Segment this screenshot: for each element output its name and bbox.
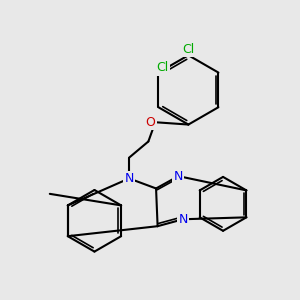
Text: N: N xyxy=(124,172,134,185)
Text: O: O xyxy=(146,116,156,129)
Text: N: N xyxy=(174,169,183,183)
Text: N: N xyxy=(178,213,188,226)
Text: Cl: Cl xyxy=(156,61,168,74)
Text: Cl: Cl xyxy=(182,43,194,56)
